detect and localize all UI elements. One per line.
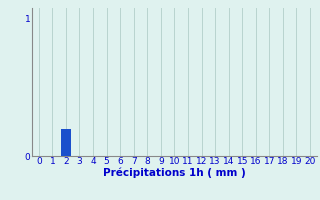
- X-axis label: Précipitations 1h ( mm ): Précipitations 1h ( mm ): [103, 168, 246, 178]
- Bar: [61, 129, 71, 156]
